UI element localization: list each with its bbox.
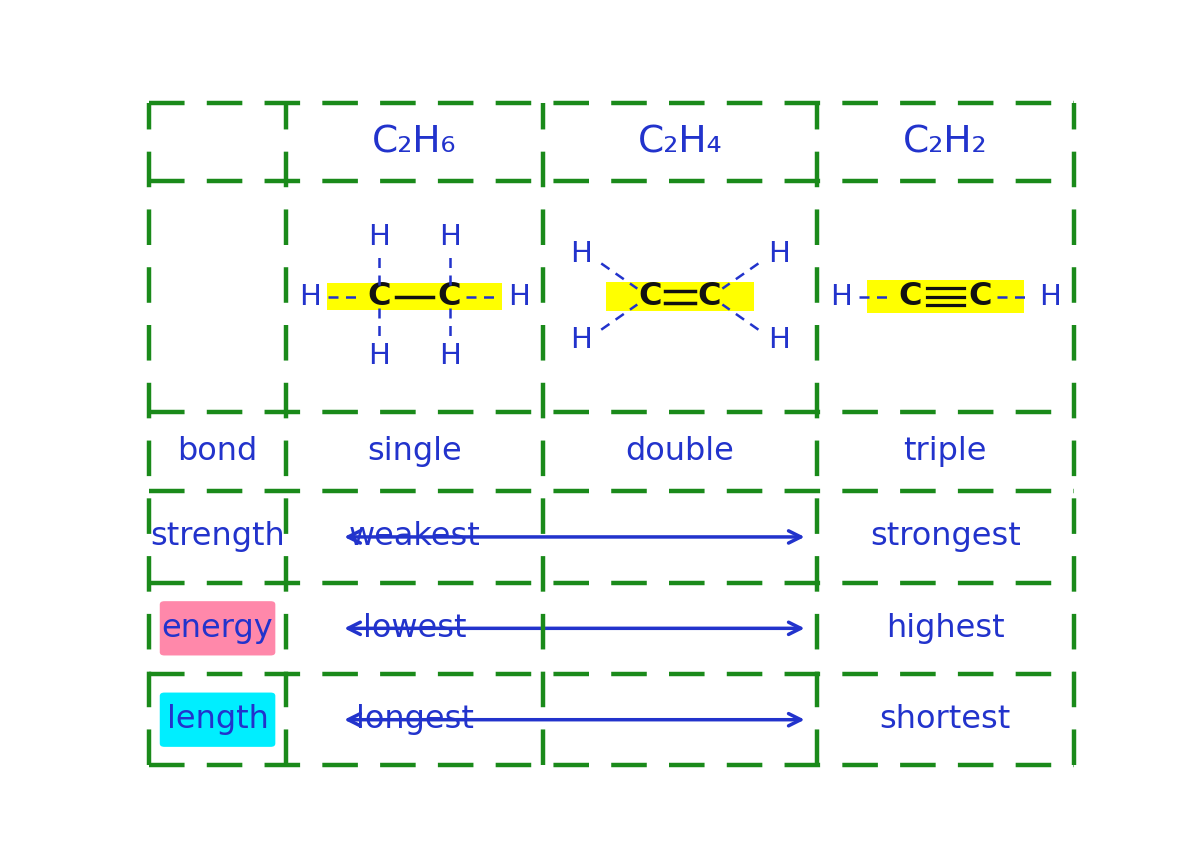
Text: H: H <box>570 240 592 267</box>
Text: C: C <box>698 281 721 312</box>
Text: C: C <box>367 281 391 312</box>
Text: longest: longest <box>356 704 474 735</box>
Text: H: H <box>369 342 390 370</box>
Text: strongest: strongest <box>870 521 1020 552</box>
Bar <box>606 282 754 311</box>
Text: H: H <box>439 223 460 251</box>
Text: weakest: weakest <box>348 521 481 552</box>
Text: strength: strength <box>150 521 285 552</box>
Text: H: H <box>369 223 390 251</box>
Text: C: C <box>438 281 462 312</box>
Text: H: H <box>768 326 790 353</box>
Text: highest: highest <box>886 613 1005 644</box>
Text: H: H <box>768 240 790 267</box>
Text: H: H <box>508 283 530 310</box>
Text: H: H <box>1039 283 1061 310</box>
Text: C₂H₂: C₂H₂ <box>903 124 988 160</box>
Text: triple: triple <box>903 436 987 467</box>
Text: double: double <box>625 436 734 467</box>
Text: H: H <box>830 283 852 310</box>
Text: shortest: shortest <box>879 704 1010 735</box>
Text: C: C <box>969 281 993 312</box>
FancyBboxPatch shape <box>160 692 276 746</box>
Text: lowest: lowest <box>363 613 466 644</box>
Bar <box>866 280 1024 313</box>
Text: single: single <box>367 436 462 467</box>
Text: C: C <box>638 281 662 312</box>
Text: H: H <box>570 326 592 353</box>
Text: H: H <box>299 283 321 310</box>
Text: C₂H₆: C₂H₆ <box>372 124 457 160</box>
Text: bond: bond <box>178 436 258 467</box>
Text: C: C <box>898 281 922 312</box>
Text: H: H <box>439 342 460 370</box>
Text: length: length <box>167 704 268 735</box>
Text: C₂H₄: C₂H₄ <box>637 124 722 160</box>
FancyBboxPatch shape <box>160 601 276 655</box>
Bar <box>327 283 502 310</box>
Text: energy: energy <box>162 613 273 644</box>
